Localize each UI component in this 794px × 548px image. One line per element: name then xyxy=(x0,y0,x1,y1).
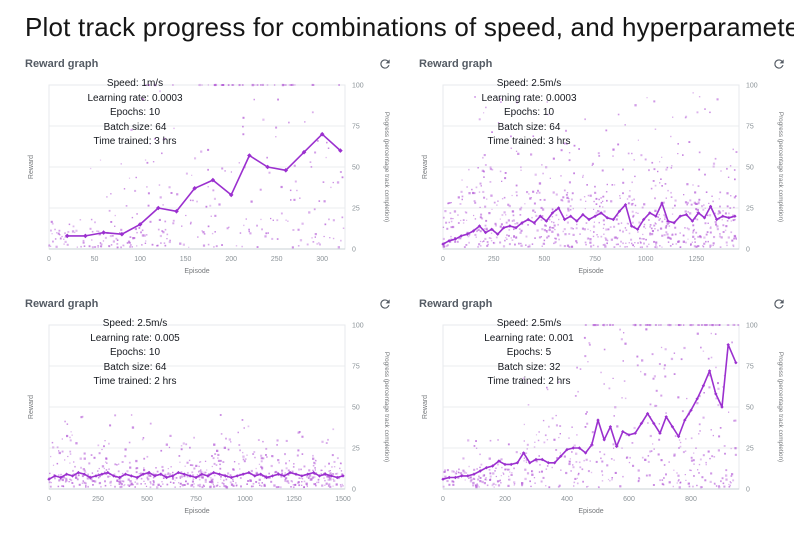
svg-text:0: 0 xyxy=(352,247,356,254)
svg-text:750: 750 xyxy=(190,496,202,503)
svg-text:250: 250 xyxy=(488,256,500,263)
svg-text:50: 50 xyxy=(746,165,754,172)
svg-text:600: 600 xyxy=(623,496,635,503)
svg-text:0: 0 xyxy=(47,496,51,503)
svg-text:0: 0 xyxy=(47,256,51,263)
svg-text:200: 200 xyxy=(225,256,237,263)
svg-text:750: 750 xyxy=(589,256,601,263)
chart-canvas: 0 50 100 150 200 250 300 0 25 50 75 100 Reward Progre… xyxy=(28,83,390,276)
svg-text:0: 0 xyxy=(352,487,356,494)
svg-text:100: 100 xyxy=(352,83,364,90)
svg-text:Reward: Reward xyxy=(422,155,429,179)
svg-text:200: 200 xyxy=(499,496,511,503)
charts-grid: Reward graph 0 50 100 150 200 250 300 0 25 50 75 10… xyxy=(25,55,794,517)
svg-text:1500: 1500 xyxy=(335,496,351,503)
refresh-icon xyxy=(774,59,784,69)
svg-text:Progress (percentage track com: Progress (percentage track completion) xyxy=(777,112,784,222)
page-title: Plot track progress for combinations of … xyxy=(25,12,794,42)
chart-area: 0 250 500 750 1000 1250 1500 0 25 50 75 100 Reward Pr… xyxy=(25,315,393,517)
panel-header: Reward graph xyxy=(25,295,393,313)
reward-graph-title: Reward graph xyxy=(419,58,493,70)
svg-text:25: 25 xyxy=(746,206,754,213)
refresh-icon xyxy=(380,299,390,309)
refresh-button[interactable] xyxy=(771,296,787,312)
svg-text:1250: 1250 xyxy=(689,256,705,263)
svg-text:50: 50 xyxy=(91,256,99,263)
svg-text:500: 500 xyxy=(539,256,551,263)
svg-text:0: 0 xyxy=(441,496,445,503)
svg-text:Progress (percentage track com: Progress (percentage track completion) xyxy=(383,112,390,222)
refresh-button[interactable] xyxy=(377,296,393,312)
svg-text:Reward: Reward xyxy=(28,155,35,179)
refresh-icon xyxy=(380,59,390,69)
svg-text:0: 0 xyxy=(746,487,750,494)
svg-text:75: 75 xyxy=(746,124,754,131)
svg-text:1000: 1000 xyxy=(638,256,654,263)
svg-text:100: 100 xyxy=(352,323,364,330)
svg-text:Episode: Episode xyxy=(578,508,603,515)
svg-text:250: 250 xyxy=(271,256,283,263)
panel-header: Reward graph xyxy=(419,295,787,313)
svg-text:50: 50 xyxy=(352,165,360,172)
svg-text:250: 250 xyxy=(92,496,104,503)
chart-canvas: 0 200 400 600 800 0 25 50 75 100 Reward Progress (p… xyxy=(422,323,784,516)
svg-text:Reward: Reward xyxy=(422,395,429,419)
svg-text:75: 75 xyxy=(352,124,360,131)
svg-text:0: 0 xyxy=(746,247,750,254)
svg-text:300: 300 xyxy=(316,256,328,263)
svg-text:400: 400 xyxy=(561,496,573,503)
refresh-button[interactable] xyxy=(771,56,787,72)
svg-text:75: 75 xyxy=(746,364,754,371)
svg-text:75: 75 xyxy=(352,364,360,371)
svg-text:50: 50 xyxy=(746,405,754,412)
svg-text:100: 100 xyxy=(746,83,758,90)
reward-graph-title: Reward graph xyxy=(419,298,493,310)
chart-panel: Reward graph 0 200 400 600 800 0 25 50 75 100 Rewa… xyxy=(419,295,791,517)
svg-text:0: 0 xyxy=(441,256,445,263)
svg-text:25: 25 xyxy=(746,446,754,453)
svg-text:1250: 1250 xyxy=(286,496,302,503)
svg-text:Progress (percentage track com: Progress (percentage track completion) xyxy=(777,352,784,462)
chart-canvas: 0 250 500 750 1000 1250 0 25 50 75 100 Reward Progre… xyxy=(422,83,784,276)
svg-text:1000: 1000 xyxy=(237,496,253,503)
refresh-icon xyxy=(774,299,784,309)
chart-area: 0 50 100 150 200 250 300 0 25 50 75 100 Reward Progre… xyxy=(25,75,393,277)
svg-text:100: 100 xyxy=(134,256,146,263)
chart-panel: Reward graph 0 250 500 750 1000 1250 0 25 50 75 10… xyxy=(419,55,791,277)
chart-area: 0 200 400 600 800 0 25 50 75 100 Reward Progress (p… xyxy=(419,315,787,517)
svg-text:Episode: Episode xyxy=(184,268,209,275)
reward-graph-title: Reward graph xyxy=(25,58,99,70)
reward-graph-title: Reward graph xyxy=(25,298,99,310)
refresh-button[interactable] xyxy=(377,56,393,72)
svg-text:25: 25 xyxy=(352,446,360,453)
svg-text:800: 800 xyxy=(685,496,697,503)
panel-header: Reward graph xyxy=(419,55,787,73)
chart-panel: Reward graph 0 250 500 750 1000 1250 1500 0 25 50… xyxy=(25,295,397,517)
svg-text:500: 500 xyxy=(141,496,153,503)
svg-text:Reward: Reward xyxy=(28,395,35,419)
chart-panel: Reward graph 0 50 100 150 200 250 300 0 25 50 75 10… xyxy=(25,55,397,277)
panel-header: Reward graph xyxy=(25,55,393,73)
svg-text:150: 150 xyxy=(180,256,192,263)
svg-text:Episode: Episode xyxy=(578,268,603,275)
svg-text:25: 25 xyxy=(352,206,360,213)
svg-text:Episode: Episode xyxy=(184,508,209,515)
svg-text:100: 100 xyxy=(746,323,758,330)
svg-text:50: 50 xyxy=(352,405,360,412)
chart-area: 0 250 500 750 1000 1250 0 25 50 75 100 Reward Progre… xyxy=(419,75,787,277)
svg-text:Progress (percentage track com: Progress (percentage track completion) xyxy=(383,352,390,462)
